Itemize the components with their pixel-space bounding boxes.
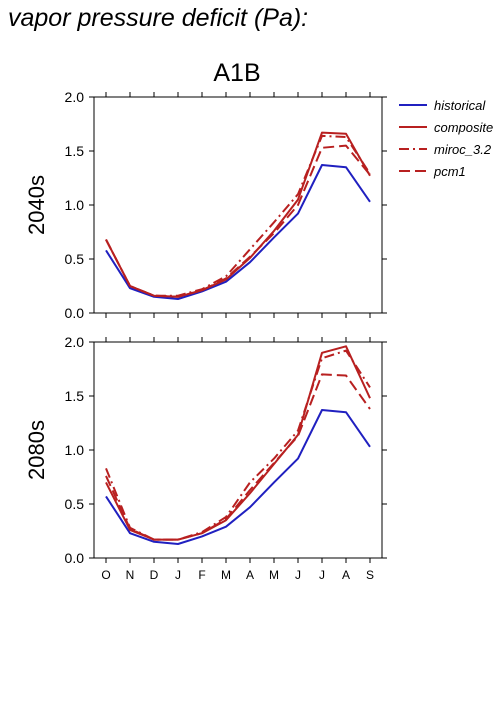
x-tick-label: A bbox=[246, 568, 254, 582]
y-axis-label: 2080s bbox=[24, 420, 49, 480]
x-tick-label: M bbox=[269, 568, 279, 582]
legend-label: historical bbox=[434, 98, 486, 113]
y-tick-label: 0.5 bbox=[65, 251, 85, 267]
y-tick-label: 0.5 bbox=[65, 496, 85, 512]
chart-panels: 0.0 0.5 1.0 1.5 2.0 2040s 0.0 0.5 1.0 1.5 2.0 2080s… bbox=[24, 89, 387, 582]
chart-panel-2080s: 0.0 0.5 1.0 1.5 2.0 2080s bbox=[24, 334, 387, 566]
page-title: vapor pressure deficit (Pa): bbox=[8, 4, 309, 32]
x-tick-label: D bbox=[150, 568, 159, 582]
x-tick-label: J bbox=[175, 568, 181, 582]
legend-label: pcm1 bbox=[433, 164, 466, 179]
series-line-pcm1 bbox=[105, 144, 371, 298]
series-line-historical bbox=[105, 164, 371, 300]
x-tick-label: J bbox=[319, 568, 325, 582]
y-tick-label: 2.0 bbox=[65, 89, 85, 105]
y-tick-label: 2.0 bbox=[65, 334, 85, 350]
y-tick-label: 1.5 bbox=[65, 143, 85, 159]
x-tick-label: A bbox=[342, 568, 350, 582]
y-tick-label: 0.0 bbox=[65, 305, 85, 321]
y-tick-label: 0.0 bbox=[65, 550, 85, 566]
y-tick-label: 1.5 bbox=[65, 388, 85, 404]
legend-label: composite bbox=[434, 120, 493, 135]
x-tick-label: S bbox=[366, 568, 374, 582]
plot-frame bbox=[93, 96, 383, 314]
x-tick-label: M bbox=[221, 568, 231, 582]
y-tick-label: 1.0 bbox=[65, 197, 85, 213]
y-tick-label: 1.0 bbox=[65, 442, 85, 458]
series-line-miroc-3-2 bbox=[105, 349, 371, 541]
series-line-historical bbox=[105, 409, 371, 545]
x-tick-label: O bbox=[101, 568, 110, 582]
y-axis-label: 2040s bbox=[24, 175, 49, 235]
legend: historical composite miroc_3.2 pcm1 bbox=[399, 98, 493, 179]
legend-label: miroc_3.2 bbox=[434, 142, 492, 157]
x-tick-label: N bbox=[126, 568, 135, 582]
scenario-title: A1B bbox=[213, 59, 260, 87]
series-line-pcm1 bbox=[105, 373, 371, 541]
chart-panel-2040s: 0.0 0.5 1.0 1.5 2.0 2040s bbox=[24, 89, 387, 321]
x-tick-label: F bbox=[198, 568, 205, 582]
x-tick-label: J bbox=[295, 568, 301, 582]
